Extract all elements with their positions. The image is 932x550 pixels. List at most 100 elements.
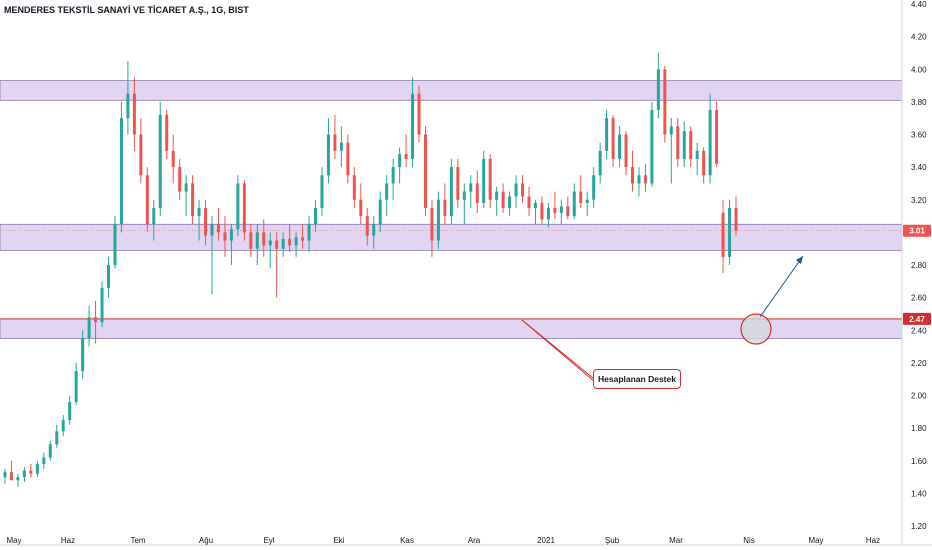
price-axis[interactable]: 4.404.204.003.803.603.403.203.002.802.60…: [911, 0, 927, 531]
y-tick-label: 4.40: [911, 0, 927, 9]
candle-body: [132, 93, 136, 135]
candle-body: [404, 154, 408, 159]
candle-body: [514, 183, 518, 197]
price-tags: 3.01 2.47: [903, 224, 931, 325]
time-axis[interactable]: May Haz Tem Ağu Eyl Eki Kas Ara 2021 Şub Mar Nis May…: [6, 536, 880, 545]
y-tick-label: 1.60: [911, 457, 927, 466]
x-tick-label: Haz: [61, 536, 75, 545]
candle-body: [81, 338, 85, 372]
y-tick-label: 3.60: [911, 131, 927, 140]
y-tick-label: 2.80: [911, 261, 927, 270]
price-tag-label: 3.01: [909, 227, 925, 236]
y-tick-label: 4.20: [911, 33, 927, 42]
candle-body: [443, 199, 447, 217]
candle-body: [314, 207, 318, 225]
candle-body: [501, 191, 505, 208]
candles-layer: [3, 52, 738, 487]
candle-body: [352, 175, 356, 200]
candle-body: [566, 206, 570, 217]
candle-body: [3, 472, 7, 478]
candle-body: [521, 183, 525, 197]
candle-body: [333, 134, 337, 151]
candle-body: [262, 232, 266, 246]
candle-body: [339, 142, 343, 151]
annotation-callout[interactable]: Hesaplanan Destek: [593, 369, 681, 389]
price-tag-bg: [903, 224, 931, 237]
candle-body: [216, 224, 220, 233]
candle-body: [508, 196, 512, 208]
candle-body: [630, 167, 634, 184]
chart-title: MENDERES TEKSTİL SANAYİ VE TİCARET A.Ş.,…: [4, 5, 249, 15]
candle-body: [721, 212, 725, 257]
candle-body: [391, 167, 395, 184]
candle-body: [475, 183, 479, 204]
projection-arrow-head: [796, 256, 803, 264]
candle-body: [126, 93, 130, 119]
y-tick-label: 2.00: [911, 392, 927, 401]
drawings-layer: [521, 255, 804, 383]
candle-body: [734, 207, 738, 231]
candle-body: [436, 199, 440, 241]
candle-body: [559, 206, 563, 213]
candle-body: [191, 183, 195, 217]
candle-body: [430, 207, 434, 241]
x-tick-label: Mar: [669, 536, 683, 545]
candle-body: [307, 224, 311, 241]
candle-body: [320, 175, 324, 208]
candle-body: [229, 229, 233, 241]
candle-body: [592, 175, 596, 200]
candle-body: [204, 207, 208, 236]
x-tick-label: 2021: [537, 536, 555, 545]
candle-body: [16, 477, 20, 481]
candle-body: [643, 175, 647, 184]
candle-body: [482, 158, 486, 204]
candle-body: [22, 470, 26, 478]
candle-body: [462, 191, 466, 200]
x-tick-label: Nis: [743, 536, 755, 545]
candle-body: [61, 419, 65, 432]
candle-body: [242, 183, 246, 233]
price-tag-bg: [903, 312, 931, 325]
candle-body: [378, 199, 382, 225]
candle-body: [533, 203, 537, 208]
candle-body: [94, 317, 98, 323]
candle-body: [281, 238, 285, 249]
x-tick-label: Ara: [468, 536, 481, 545]
candle-body: [650, 110, 654, 184]
candle-body: [139, 134, 143, 176]
candle-body: [326, 134, 330, 176]
x-tick-label: Haz: [866, 536, 880, 545]
candle-body: [87, 317, 91, 339]
candle-body: [119, 118, 123, 225]
candle-body: [669, 126, 673, 135]
candle-body: [728, 207, 732, 257]
candle-body: [708, 110, 712, 176]
x-tick-label: Tem: [130, 536, 145, 545]
candle-body: [55, 431, 59, 445]
price-tag-label: 2.47: [909, 315, 925, 324]
candle-body: [42, 457, 46, 465]
y-tick-label: 2.60: [911, 294, 927, 303]
candle-body: [210, 224, 214, 236]
projection-arrow: [759, 255, 804, 318]
candle-body: [145, 175, 149, 225]
candle-body: [598, 150, 602, 176]
y-tick-label: 2.20: [911, 359, 927, 368]
candle-body: [152, 207, 156, 225]
candle-body: [656, 69, 660, 111]
candle-body: [346, 142, 350, 176]
candle-body: [540, 203, 544, 220]
candle-body: [107, 265, 111, 288]
candle-body: [695, 150, 699, 159]
candle-body: [197, 207, 201, 217]
candle-body: [449, 167, 453, 217]
candle-body: [223, 232, 227, 241]
x-tick-label: May: [808, 536, 823, 545]
candle-body: [411, 93, 415, 159]
candle-body: [171, 150, 175, 168]
candle-body: [74, 371, 78, 403]
candle-body: [184, 183, 188, 192]
y-tick-label: 3.80: [911, 98, 927, 107]
candle-body: [365, 216, 369, 236]
